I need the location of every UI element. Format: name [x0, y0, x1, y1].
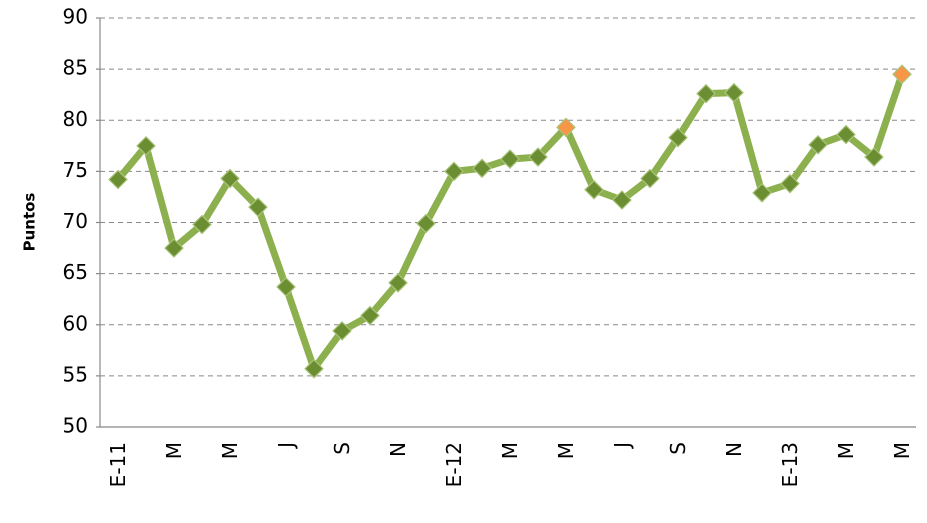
- marker: [892, 64, 912, 85]
- y-tick-label: 50: [63, 414, 88, 438]
- marker: [696, 83, 716, 104]
- x-tick-label: M: [554, 442, 578, 459]
- marker: [864, 147, 884, 167]
- y-tick-label: 55: [63, 362, 88, 386]
- x-tick-label: J: [610, 442, 634, 450]
- marker: [360, 305, 380, 326]
- y-axis-label: Puntos: [21, 193, 39, 252]
- marker: [668, 127, 688, 148]
- y-tick-label: 85: [63, 56, 88, 80]
- marker: [164, 238, 184, 258]
- marker: [332, 321, 352, 341]
- marker: [808, 134, 828, 155]
- marker: [136, 135, 156, 156]
- x-tick-label: E-11: [106, 442, 130, 487]
- marker: [752, 182, 772, 203]
- y-tick-label: 65: [63, 260, 88, 284]
- marker: [836, 124, 856, 145]
- marker: [556, 117, 576, 138]
- x-tick-label: E-12: [442, 442, 466, 487]
- x-tick-label: M: [890, 442, 914, 459]
- x-tick-label: M: [498, 442, 522, 459]
- marker: [192, 214, 212, 235]
- y-tick-label: 60: [63, 311, 88, 335]
- x-tick-label: E-13: [778, 442, 802, 487]
- marker: [416, 213, 436, 234]
- x-tick-label: N: [386, 442, 410, 457]
- marker: [500, 149, 520, 169]
- marker: [584, 179, 604, 200]
- marker: [612, 190, 632, 210]
- x-tick-label: N: [722, 442, 746, 457]
- marker: [276, 277, 296, 297]
- y-tick-label: 90: [63, 5, 88, 29]
- marker: [304, 358, 324, 379]
- x-tick-label: J: [274, 442, 298, 450]
- x-tick-label: M: [834, 442, 858, 459]
- y-tick-label: 70: [63, 209, 88, 233]
- marker: [780, 173, 800, 194]
- marker: [528, 147, 548, 167]
- x-tick-label: M: [218, 442, 242, 459]
- x-tick-label: S: [330, 442, 354, 455]
- y-tick-label: 75: [63, 158, 88, 182]
- marker: [640, 168, 660, 189]
- marker: [248, 197, 268, 218]
- marker: [444, 161, 464, 182]
- x-tick-label: M: [162, 442, 186, 459]
- x-tick-label: S: [666, 442, 690, 455]
- marker: [108, 169, 128, 190]
- marker: [220, 168, 240, 189]
- y-tick-label: 80: [63, 107, 88, 131]
- marker: [388, 272, 408, 293]
- marker: [724, 82, 744, 103]
- marker: [472, 158, 492, 179]
